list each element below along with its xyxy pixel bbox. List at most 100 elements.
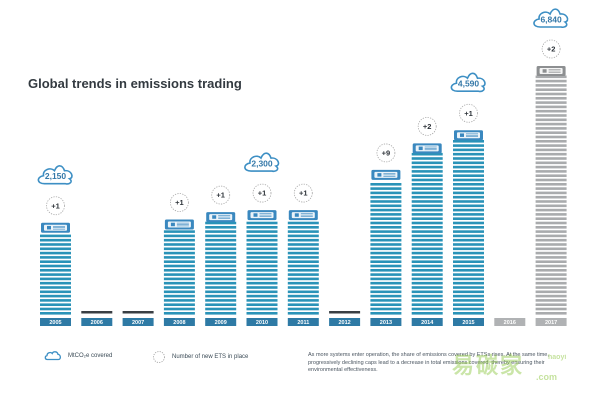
bar-stripe (535, 131, 567, 134)
bar (535, 66, 567, 315)
bar-stripe (411, 170, 443, 173)
bar-stripe (246, 221, 278, 225)
bar-stripe (370, 217, 402, 220)
bar-stripe (535, 118, 567, 122)
bar-stripe (40, 264, 71, 268)
bar-stripe (163, 290, 195, 294)
new-ets-circle (252, 183, 272, 203)
bar-stripe (535, 230, 567, 233)
bar-stripe (246, 277, 278, 281)
bar-stripe (535, 97, 567, 100)
bar-cap-line (466, 133, 478, 135)
bar-stripe (411, 281, 443, 285)
bar-stripe (411, 226, 443, 229)
bar-stripe (205, 299, 237, 302)
bar-stripe (411, 243, 443, 246)
bar-stripe (163, 251, 195, 255)
legend-label-new-ets: Number of new ETS in place (172, 354, 249, 360)
bar-stripe (246, 286, 278, 289)
bar-stripe (453, 286, 484, 289)
bar-stripe (205, 238, 237, 242)
bar-cap-line (53, 228, 65, 230)
bar-cap-line (466, 134, 478, 136)
bar-stripe (163, 307, 195, 311)
bar-cap-line (259, 214, 272, 216)
year-label: 2013 (380, 320, 392, 326)
bar-stripe (535, 157, 567, 160)
labels-layer: 2005 +1 2006 2007 2008 +1 2009 +1 2010 +1 2011 +1 20… (37, 8, 569, 326)
bar-stripe (453, 178, 484, 182)
bar-stripe (535, 256, 567, 259)
bar-stripe (453, 238, 484, 242)
bar-stripe (453, 243, 484, 246)
bar-stripe (411, 187, 443, 190)
bar-stripe (287, 243, 319, 246)
year-label-box (40, 318, 71, 326)
bar-stripe (205, 312, 237, 315)
bar-stripe (287, 238, 319, 242)
bar-stripe (205, 281, 237, 285)
bar-stripe (163, 286, 195, 289)
bar-stripe (163, 234, 195, 238)
bar-stripe (411, 277, 443, 281)
bar-cap-line (300, 216, 313, 217)
bar-stripe (453, 303, 484, 306)
watermark-top-text: haoyi (548, 354, 567, 361)
emissions-value: 6,840 (540, 14, 562, 24)
bar-stripe (535, 260, 567, 263)
bar-stripe (535, 191, 567, 195)
bar-stripe (370, 264, 402, 268)
bar-stripe (370, 247, 402, 251)
bar-stripe (287, 230, 319, 233)
bar-stripe (40, 243, 71, 246)
bar-cap-icon (418, 146, 423, 151)
bar-stripe (411, 221, 443, 225)
bar-stripe (40, 251, 71, 255)
bar-stripe (205, 277, 237, 281)
bar-stripe (535, 165, 567, 169)
bar-stripe (535, 281, 567, 285)
year-label: 2017 (545, 320, 557, 326)
bar-stripe (453, 200, 484, 203)
bar-stripe (411, 208, 443, 212)
bar-stripe (40, 286, 71, 289)
bar-stripe (246, 264, 278, 268)
bar-stripe (453, 144, 484, 147)
bar-stripe (205, 260, 237, 263)
bar-stripe (246, 303, 278, 306)
bar-stripe (205, 230, 237, 233)
bar-stripe (535, 109, 567, 113)
bar-stripe (287, 269, 319, 272)
bar-stripe (163, 269, 195, 272)
bar-stripe (370, 187, 402, 190)
bar-stripe (287, 251, 319, 255)
bar-stripe (535, 140, 567, 143)
bar-cap-line (259, 216, 272, 217)
year-label: 2009 (215, 320, 227, 326)
bar-stripe (40, 290, 71, 294)
bar-stripe (287, 264, 319, 268)
bar-stripe (205, 290, 237, 294)
year-label-box (246, 318, 278, 326)
new-ets-label: +9 (382, 149, 391, 158)
bar-stripe (535, 243, 567, 246)
bar-stripe (246, 234, 278, 238)
bar-stripe (205, 264, 237, 268)
bar-stripe (411, 161, 443, 165)
bar-stripe (370, 221, 402, 225)
bar-stripe (535, 195, 567, 199)
bar-stripe (370, 200, 402, 203)
bar-stripe (411, 307, 443, 311)
bar-stripe (205, 269, 237, 272)
bar-cap-line (424, 149, 437, 151)
legend-label-mtco2e: MtCO₂e covered (68, 352, 113, 359)
bar-stripe (535, 247, 567, 251)
new-ets-circle (46, 196, 65, 216)
bar-stripe (535, 290, 567, 294)
bar-stripe (535, 238, 567, 242)
bar-stripe (205, 303, 237, 306)
bar-stripe (370, 286, 402, 289)
bar-stripe (453, 230, 484, 233)
bar-stripe (163, 243, 195, 246)
year-label-box (411, 318, 443, 326)
